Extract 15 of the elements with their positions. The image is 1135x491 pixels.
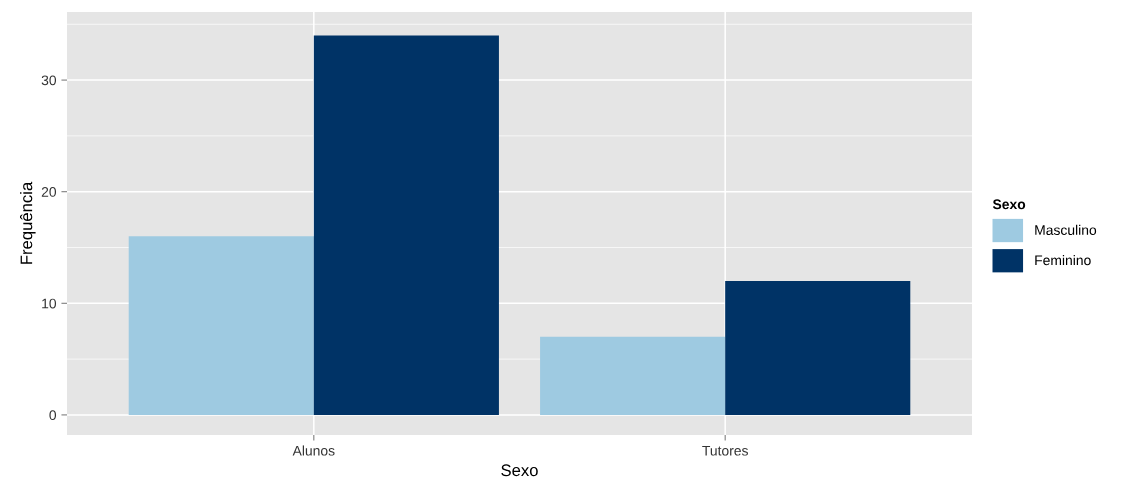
legend-title: Sexo [992,199,1026,210]
bar [725,280,911,415]
y-tick-label: 0 [49,410,57,421]
bar [128,236,314,415]
y-tick-label: 20 [41,187,57,197]
x-axis-title: Sexo [501,464,538,477]
bar [540,336,726,415]
legend-label: Masculino [1035,224,1097,235]
y-tick-label: 10 [42,298,57,309]
y-axis-title: Frequência [19,181,36,264]
x-tick-label: Tutores [702,445,748,456]
y-tick-label: 30 [41,75,57,86]
bar [313,35,499,415]
x-tick-label: Alunos [292,445,335,456]
legend-label: Feminino [1035,255,1091,266]
